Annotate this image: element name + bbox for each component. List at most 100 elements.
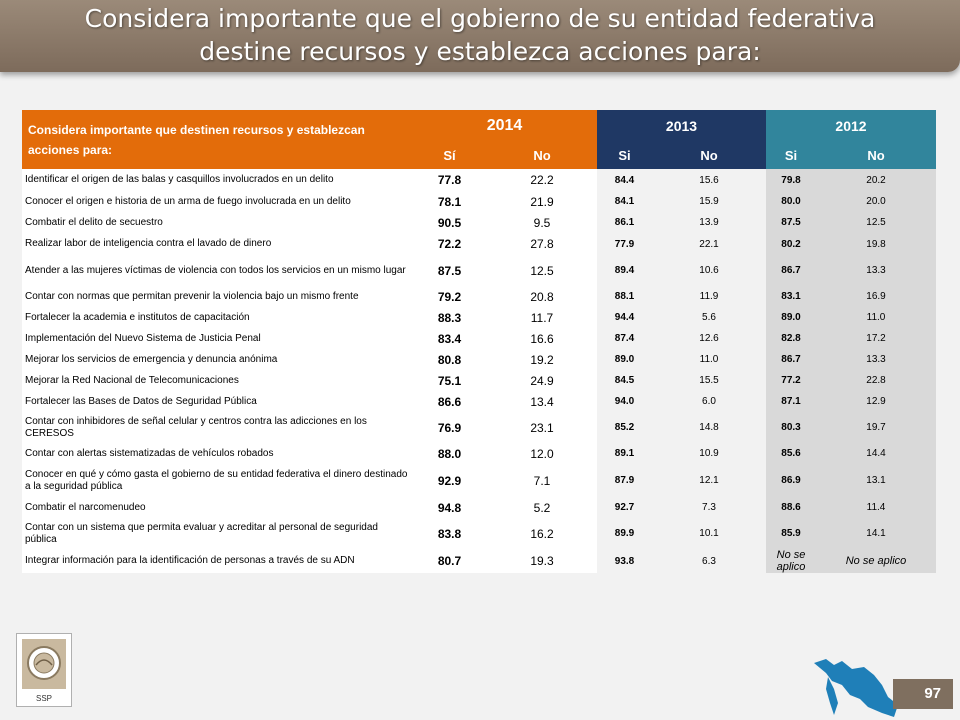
value-2012-si: 80.3 xyxy=(766,412,816,443)
value-2014-si: 90.5 xyxy=(412,212,487,233)
value-2013-no: 15.9 xyxy=(652,191,766,212)
value-2013-no: 22.1 xyxy=(652,233,766,255)
value-2013-si: 89.0 xyxy=(597,349,652,370)
title-line-2: destine recursos y establezca acciones p… xyxy=(199,37,761,66)
value-2012-si: 88.6 xyxy=(766,497,816,518)
value-2014-si: 94.8 xyxy=(412,497,487,518)
value-2013-no: 15.6 xyxy=(652,169,766,191)
value-2014-no: 7.1 xyxy=(487,464,597,497)
value-2012-no: 13.3 xyxy=(816,349,936,370)
value-2013-no: 14.8 xyxy=(652,412,766,443)
value-2013-no: 12.1 xyxy=(652,464,766,497)
value-2013-si: 87.9 xyxy=(597,464,652,497)
row-label: Identificar el origen de las balas y cas… xyxy=(22,169,412,191)
subheader-2014-no: No xyxy=(487,142,597,169)
value-2012-si: 86.7 xyxy=(766,255,816,286)
state-map-icon xyxy=(814,659,898,717)
value-2012-si: 77.2 xyxy=(766,370,816,391)
value-2014-si: 87.5 xyxy=(412,255,487,286)
value-2014-no: 19.2 xyxy=(487,349,597,370)
row-label: Contar con alertas sistematizadas de veh… xyxy=(22,443,412,464)
row-label: Realizar labor de inteligencia contra el… xyxy=(22,233,412,255)
value-2013-no: 12.6 xyxy=(652,328,766,349)
value-2014-si: 77.8 xyxy=(412,169,487,191)
row-label: Combatir el delito de secuestro xyxy=(22,212,412,233)
table-row: Mejorar los servicios de emergencia y de… xyxy=(22,349,936,370)
value-2012-no: 12.5 xyxy=(816,212,936,233)
value-2014-no: 24.9 xyxy=(487,370,597,391)
subheader-2014-si: Sí xyxy=(412,142,487,169)
value-2013-si: 85.2 xyxy=(597,412,652,443)
table-row: Realizar labor de inteligencia contra el… xyxy=(22,233,936,255)
value-2013-no: 13.9 xyxy=(652,212,766,233)
value-2012-si: 86.9 xyxy=(766,464,816,497)
row-label: Implementación del Nuevo Sistema de Just… xyxy=(22,328,412,349)
value-2014-si: 79.2 xyxy=(412,286,487,307)
value-2013-no: 11.9 xyxy=(652,286,766,307)
row-label: Contar con un sistema que permita evalua… xyxy=(22,518,412,549)
value-2012-si: 85.6 xyxy=(766,443,816,464)
value-2014-no: 9.5 xyxy=(487,212,597,233)
value-2013-no: 10.6 xyxy=(652,255,766,286)
subheader-2013-no: No xyxy=(652,142,766,169)
value-2012-si: 80.0 xyxy=(766,191,816,212)
logo-label: SSP xyxy=(35,694,52,703)
table-row: Implementación del Nuevo Sistema de Just… xyxy=(22,328,936,349)
value-2014-si: 76.9 xyxy=(412,412,487,443)
value-2013-si: 89.4 xyxy=(597,255,652,286)
value-2014-no: 16.6 xyxy=(487,328,597,349)
row-label: Conocer en qué y cómo gasta el gobierno … xyxy=(22,464,412,497)
row-label: Mejorar los servicios de emergencia y de… xyxy=(22,349,412,370)
value-2013-si: 84.4 xyxy=(597,169,652,191)
value-2012-no: 13.1 xyxy=(816,464,936,497)
value-2013-si: 89.9 xyxy=(597,518,652,549)
value-2012-no: 20.0 xyxy=(816,191,936,212)
value-2012-si: 87.5 xyxy=(766,212,816,233)
year-header-2014: 2014 xyxy=(412,110,597,142)
value-2014-si: 83.8 xyxy=(412,518,487,549)
value-2012-si: 86.7 xyxy=(766,349,816,370)
value-2014-si: 88.0 xyxy=(412,443,487,464)
value-2014-no: 12.0 xyxy=(487,443,597,464)
row-label: Mejorar la Red Nacional de Telecomunicac… xyxy=(22,370,412,391)
row-label: Integrar información para la identificac… xyxy=(22,549,412,573)
value-2014-si: 78.1 xyxy=(412,191,487,212)
row-label: Contar con normas que permitan prevenir … xyxy=(22,286,412,307)
value-2012-si: 89.0 xyxy=(766,307,816,328)
value-2013-si: 77.9 xyxy=(597,233,652,255)
value-2012-no: 16.9 xyxy=(816,286,936,307)
value-2012-no: 14.1 xyxy=(816,518,936,549)
value-2014-no: 19.3 xyxy=(487,549,597,573)
table-row: Conocer el origen e historia de un arma … xyxy=(22,191,936,212)
value-2014-no: 16.2 xyxy=(487,518,597,549)
value-2013-no: 7.3 xyxy=(652,497,766,518)
value-2013-no: 10.1 xyxy=(652,518,766,549)
ssp-seal-icon xyxy=(22,639,66,689)
year-header-2012: 2012 xyxy=(766,110,936,142)
value-2012-no: 19.7 xyxy=(816,412,936,443)
value-2013-si: 84.5 xyxy=(597,370,652,391)
value-2014-no: 11.7 xyxy=(487,307,597,328)
table-row: Combatir el narcomenudeo 94.8 5.2 92.7 7.3 88… xyxy=(22,497,936,518)
table-row: Fortalecer la academia e institutos de c… xyxy=(22,307,936,328)
value-2012-no: 13.3 xyxy=(816,255,936,286)
value-2013-si: 92.7 xyxy=(597,497,652,518)
table-row: Identificar el origen de las balas y cas… xyxy=(22,169,936,191)
value-2014-si: 72.2 xyxy=(412,233,487,255)
value-2014-no: 12.5 xyxy=(487,255,597,286)
value-2012-si: 79.8 xyxy=(766,169,816,191)
value-2013-no: 10.9 xyxy=(652,443,766,464)
row-label: Contar con inhibidores de señal celular … xyxy=(22,412,412,443)
value-2012-si: 85.9 xyxy=(766,518,816,549)
value-2014-no: 27.8 xyxy=(487,233,597,255)
value-2014-no: 22.2 xyxy=(487,169,597,191)
value-2014-no: 13.4 xyxy=(487,391,597,412)
value-2014-si: 80.7 xyxy=(412,549,487,573)
value-2012-no: 11.0 xyxy=(816,307,936,328)
value-2014-si: 92.9 xyxy=(412,464,487,497)
ssp-logo: SSP xyxy=(16,633,72,707)
row-label: Combatir el narcomenudeo xyxy=(22,497,412,518)
title-line-1: Considera importante que el gobierno de … xyxy=(84,4,876,33)
title-banner xyxy=(0,0,960,72)
slide-title: Considera importante que el gobierno de … xyxy=(0,2,960,68)
